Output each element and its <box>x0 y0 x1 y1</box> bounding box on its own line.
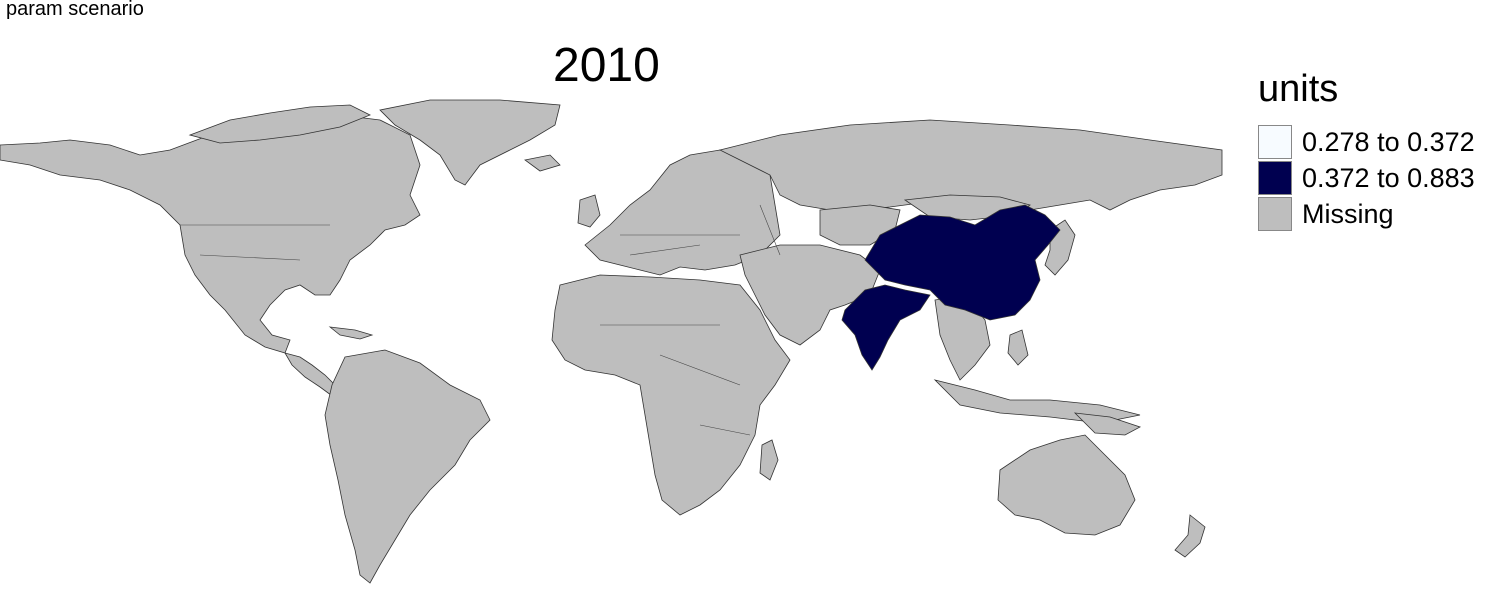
region-new-zealand <box>1174 514 1206 558</box>
region-uk <box>577 194 601 228</box>
region-europe <box>584 149 781 276</box>
subtitle-label: param scenario <box>6 0 144 20</box>
region-arctic-islands <box>188 104 371 144</box>
region-south-america <box>324 349 491 584</box>
region-new-guinea <box>1073 412 1142 436</box>
region-iceland <box>524 154 561 172</box>
region-madagascar <box>759 439 779 481</box>
region-middle-east <box>739 244 881 346</box>
region-china <box>864 204 1061 321</box>
map-title: 2010 <box>553 39 660 92</box>
legend: units 0.278 to 0.372 0.372 to 0.883 Miss… <box>1258 66 1475 232</box>
legend-item: Missing <box>1258 196 1475 232</box>
legend-label: Missing <box>1302 198 1394 229</box>
legend-item: 0.372 to 0.883 <box>1258 160 1475 196</box>
legend-swatch <box>1258 125 1292 159</box>
region-greenland <box>379 99 561 186</box>
legend-label: 0.372 to 0.883 <box>1302 162 1475 193</box>
world-map <box>0 95 1230 590</box>
legend-label: 0.278 to 0.372 <box>1302 126 1475 157</box>
region-north-america <box>0 114 421 354</box>
region-indonesia <box>933 379 1141 424</box>
legend-swatch <box>1258 161 1292 195</box>
region-caribbean <box>328 326 374 340</box>
legend-swatch <box>1258 197 1292 231</box>
legend-item: 0.278 to 0.372 <box>1258 124 1475 160</box>
legend-title: units <box>1258 68 1339 110</box>
region-africa <box>551 274 791 516</box>
region-india <box>841 284 931 371</box>
region-philippines <box>1007 329 1029 366</box>
region-australia <box>997 434 1136 536</box>
